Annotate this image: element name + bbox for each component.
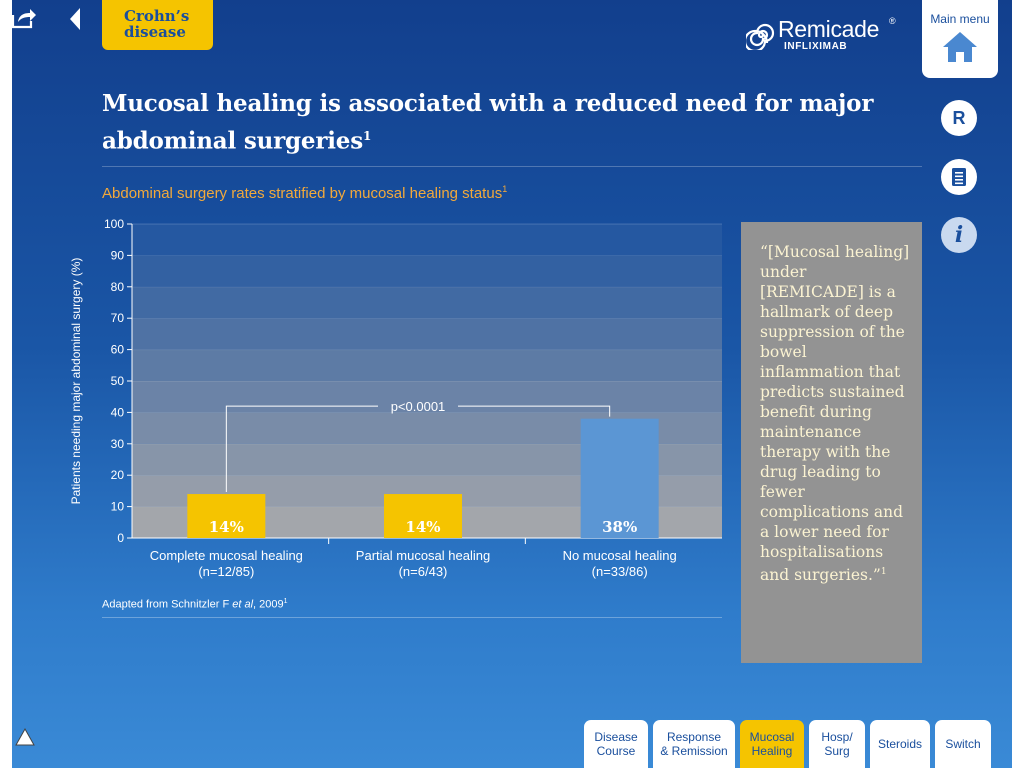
section-tab-crohns[interactable]: Crohn’s disease [102,0,213,50]
chart-band [132,381,722,413]
info-icon: i [954,222,964,248]
y-tick-label: 80 [111,280,125,294]
share-icon[interactable] [10,6,38,30]
tab-disease-course[interactable]: Disease Course [584,720,648,768]
bottom-tab-bar: Disease Course Response & Remission Muco… [584,720,991,768]
expand-up-icon[interactable] [14,727,36,747]
logo-registered-mark: ® [889,16,896,26]
bar-value-label: 14% [209,518,244,536]
chart-band [132,224,722,256]
chart-band [132,255,722,287]
bar-value-label: 38% [602,518,637,536]
x-category-n: (n=12/85) [198,564,254,579]
bar-value-label: 14% [405,518,440,536]
y-tick-label: 20 [111,468,125,482]
tab-hosp-surg[interactable]: Hosp/ Surg [809,720,865,768]
y-axis-label: Patients needing major abdominal surgery… [69,258,83,505]
left-edge-strip [0,0,12,768]
spiral-logo-icon [746,23,775,50]
tab-mucosal-healing[interactable]: Mucosal Healing [740,720,804,768]
home-icon [943,32,977,62]
y-tick-label: 40 [111,405,125,419]
y-tick-label: 10 [111,500,125,514]
references-button[interactable]: R [941,100,977,136]
section-tab-label: Crohn’s disease [124,7,190,41]
document-icon [952,168,966,186]
source-suffix: , 2009 [253,598,284,611]
y-tick-label: 30 [111,437,125,451]
references-label: R [952,107,966,128]
quote-box: “[Mucosal healing] under [REMICADE] is a… [741,222,922,663]
chart-subtitle: Abdominal surgery rates stratified by mu… [102,184,507,202]
bar [187,494,266,538]
chart-subtitle-ref: 1 [502,184,508,194]
quote-text: “[Mucosal healing] under [REMICADE] is a… [760,243,910,585]
main-menu-label: Main menu [930,12,990,26]
y-tick-label: 60 [111,343,125,357]
x-category-label: No mucosal healing [563,548,677,563]
p-value-bracket [225,405,611,493]
source-divider [102,617,722,618]
tab-steroids[interactable]: Steroids [870,720,930,768]
title-divider [102,166,922,167]
y-tick-label: 0 [117,531,124,545]
quote-ref: 1 [880,567,887,577]
remicade-logo: Remicade ® INFLIXIMAB [746,14,906,54]
page-title-text: Mucosal healing is associated with a red… [102,90,874,155]
p-value-label: p<0.0001 [391,399,446,414]
y-tick-label: 50 [111,374,125,388]
back-chevron-icon[interactable] [66,6,86,32]
bar [384,494,462,538]
right-edge-strip [1012,0,1024,768]
chart-band [132,349,722,381]
bar [580,418,659,538]
logo-subtitle: INFLIXIMAB [784,41,848,52]
page-title-ref: 1 [363,129,372,143]
tab-response-remission[interactable]: Response & Remission [653,720,735,768]
source-ref: 1 [283,598,288,605]
x-category-label: Complete mucosal healing [150,548,303,563]
chart-band [132,286,722,319]
source-citation: Adapted from Schnitzler F et al, 20091 [102,598,288,611]
surgery-rate-bar-chart: 0 10 20 30 40 50 60 70 80 90 100 Patients needing m… [69,217,722,579]
info-button[interactable]: i [941,217,977,253]
main-menu-button[interactable]: Main menu [922,0,998,78]
chart-band [132,318,722,350]
y-tick-label: 70 [111,311,125,325]
logo-name: Remicade [778,16,880,42]
x-category-label: Partial mucosal healing [356,548,490,563]
source-etal: et al [232,598,254,611]
x-category-n: (n=6/43) [399,564,448,579]
source-prefix: Adapted from Schnitzler F [102,598,233,611]
tab-switch[interactable]: Switch [935,720,991,768]
chart-subtitle-text: Abdominal surgery rates stratified by mu… [102,185,503,202]
y-tick-label: 90 [111,248,125,262]
x-category-n: (n=33/86) [592,564,648,579]
page-title: Mucosal healing is associated with a red… [102,88,902,158]
y-tick-label: 100 [104,217,124,231]
document-button[interactable] [941,159,977,195]
